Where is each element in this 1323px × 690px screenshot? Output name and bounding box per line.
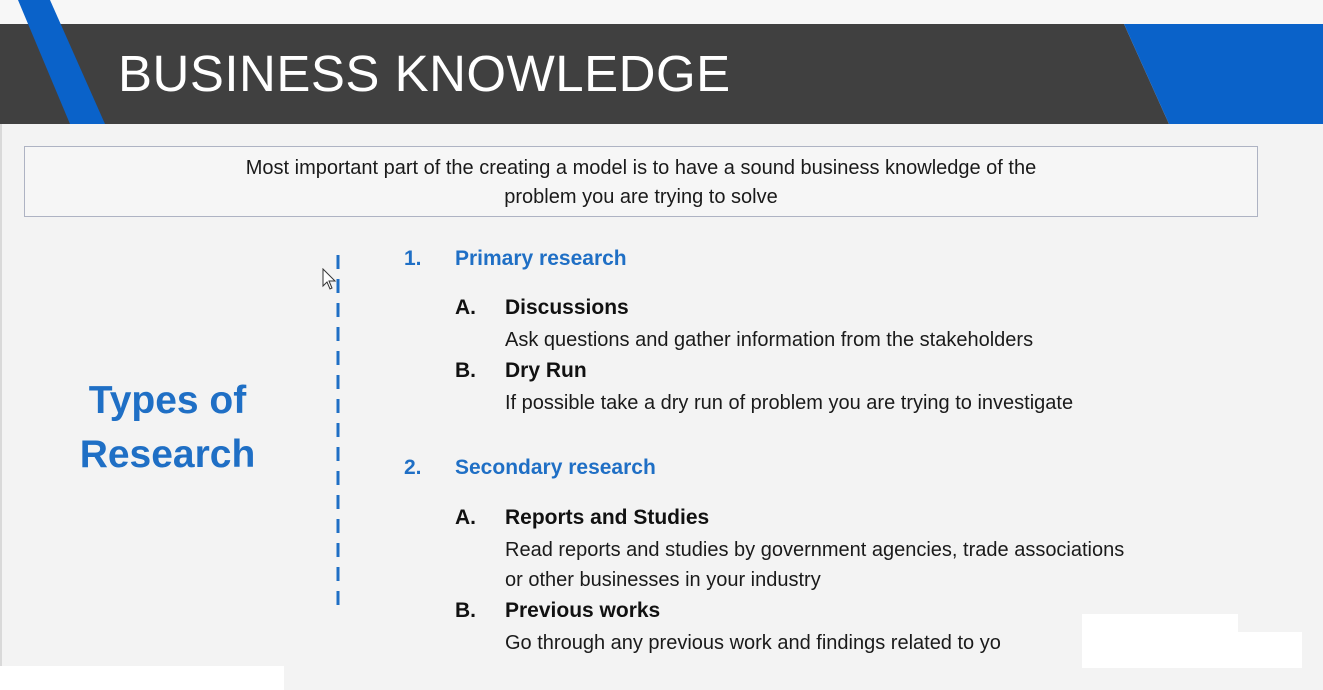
item-description: If possible take a dry run of problem yo… [505,392,1074,414]
title-banner [0,0,1323,124]
item-title-dry-run: Dry Run [505,359,587,382]
item-description: Read reports and studies by government a… [505,539,1125,561]
types-of-research-heading: Types of Research [60,374,275,482]
intro-text-box: Most important part of the creating a mo… [24,146,1258,217]
section-number: 1. [404,247,422,270]
item-description: Go through any previous work and finding… [505,632,1001,654]
intro-line-1: Most important part of the creating a mo… [245,157,1037,179]
item-letter: B. [455,359,476,382]
intro-line-2: problem you are trying to solve [504,186,778,208]
side-heading-line-2: Research [79,433,256,476]
section-title-primary-research: Primary research [455,247,627,270]
mouse-pointer-icon [322,268,337,290]
item-title-discussions: Discussions [505,296,629,319]
item-description: or other businesses in your industry [505,569,821,591]
side-heading-line-1: Types of [88,379,247,422]
item-letter: B. [455,599,476,622]
title-banner-dark [0,24,1169,124]
title-banner-right-accent [1124,24,1323,124]
slide-title: BUSINESS KNOWLEDGE [118,45,731,102]
overlay-patch [0,666,284,690]
left-edge [0,24,2,690]
item-letter: A. [455,296,476,319]
title-banner-left-stripe [18,0,105,124]
item-title-reports-and-studies: Reports and Studies [505,506,710,529]
overlay-patch [1082,632,1302,668]
item-description: Ask questions and gather information fro… [505,329,1034,351]
dashed-divider [336,255,340,605]
section-title-secondary-research: Secondary research [455,456,656,479]
item-title-previous-works: Previous works [505,599,661,622]
section-number: 2. [404,456,422,479]
item-letter: A. [455,506,476,529]
top-strip [0,0,1323,24]
